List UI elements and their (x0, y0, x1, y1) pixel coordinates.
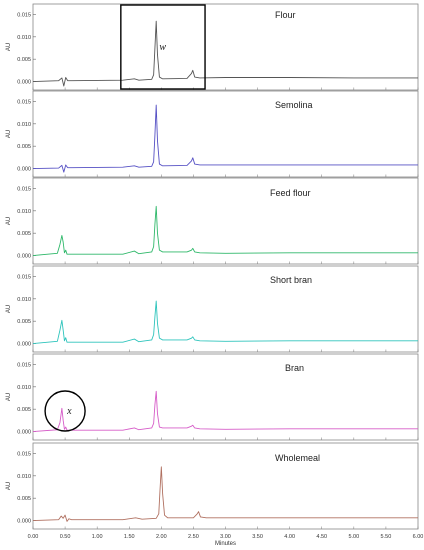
y-tick-label: 0.000 (17, 80, 31, 86)
series-line (32, 466, 418, 522)
panel-title: Semolina (275, 100, 313, 110)
series-line (32, 205, 418, 256)
x-tick-label: 4.50 (316, 534, 327, 540)
x-tick-label: 5.00 (348, 534, 359, 540)
y-tick-label: 0.010 (17, 297, 31, 303)
series-line (32, 20, 418, 87)
x-tick-label: 5.50 (381, 534, 392, 540)
y-axis-label: AU (6, 130, 12, 138)
annotation-label: x (66, 406, 72, 417)
x-tick-label: 2.00 (156, 534, 167, 540)
series-line (32, 104, 418, 173)
panel-frame (32, 265, 419, 353)
y-tick-label: 0.005 (17, 231, 31, 237)
y-tick-label: 0.015 (17, 99, 31, 105)
y-axis-label: AU (6, 393, 12, 401)
y-tick-label: 0.000 (17, 342, 31, 348)
panel-title: Bran (285, 363, 304, 373)
x-tick-label: 0.50 (60, 534, 71, 540)
annotation-circle (44, 390, 86, 432)
panel: 0.000 0.005 0.010 0.015 AU Feed flour (6, 177, 419, 265)
y-tick-label: 0.010 (17, 385, 31, 391)
panel: 0.000 0.005 0.010 0.015 AU Semolina (6, 90, 419, 178)
y-axis-label: AU (6, 482, 12, 490)
y-tick-label: 0.005 (17, 407, 31, 413)
x-tick-label: 6.00 (413, 534, 424, 540)
panel-frame (32, 177, 419, 265)
y-tick-label: 0.010 (17, 35, 31, 41)
panel: 0.000 0.005 0.010 0.015 AU Short bran (6, 265, 419, 353)
y-tick-label: 0.010 (17, 209, 31, 215)
series-line (32, 300, 418, 344)
x-tick-label: 2.50 (188, 534, 199, 540)
x-tick-label: 0.00 (28, 534, 39, 540)
panel-frame (32, 353, 419, 441)
y-tick-label: 0.005 (17, 496, 31, 502)
y-axis-label: AU (6, 217, 12, 225)
y-tick-label: 0.015 (17, 451, 31, 457)
panel-title: Feed flour (270, 188, 311, 198)
y-tick-label: 0.005 (17, 319, 31, 325)
y-tick-label: 0.010 (17, 474, 31, 480)
y-tick-label: 0.005 (17, 57, 31, 63)
panel: 0.000 0.005 0.010 0.015 AU Wholemeal (6, 442, 419, 530)
annotation-label: w (159, 42, 166, 53)
y-axis-label: AU (6, 43, 12, 51)
y-axis-label: AU (6, 305, 12, 313)
annotation-box (120, 4, 206, 90)
y-tick-label: 0.005 (17, 144, 31, 150)
series-line (32, 390, 418, 432)
y-tick-label: 0.000 (17, 167, 31, 173)
x-tick-label: 3.50 (252, 534, 263, 540)
panel-title: Short bran (270, 275, 312, 285)
panel: 0.000 0.005 0.010 0.015 AU Bran x (6, 353, 419, 441)
y-tick-label: 0.015 (17, 274, 31, 280)
panel-title: Wholemeal (275, 453, 320, 463)
x-tick-label: 1.00 (92, 534, 103, 540)
y-tick-label: 0.015 (17, 362, 31, 368)
x-tick-label: 4.00 (284, 534, 295, 540)
panel: 0.000 0.005 0.010 0.015 AU Flour w (6, 3, 419, 91)
x-tick-label: 3.00 (220, 534, 231, 540)
panel-frame (32, 442, 419, 530)
x-axis-label: Minutes (215, 541, 236, 547)
panel-title: Flour (275, 10, 296, 20)
x-tick-label: 1.50 (124, 534, 135, 540)
y-tick-label: 0.000 (17, 254, 31, 260)
y-tick-label: 0.000 (17, 430, 31, 436)
panel-frame (32, 90, 419, 178)
y-tick-label: 0.015 (17, 12, 31, 18)
y-tick-label: 0.015 (17, 186, 31, 192)
y-tick-label: 0.010 (17, 122, 31, 128)
y-tick-label: 0.000 (17, 519, 31, 525)
